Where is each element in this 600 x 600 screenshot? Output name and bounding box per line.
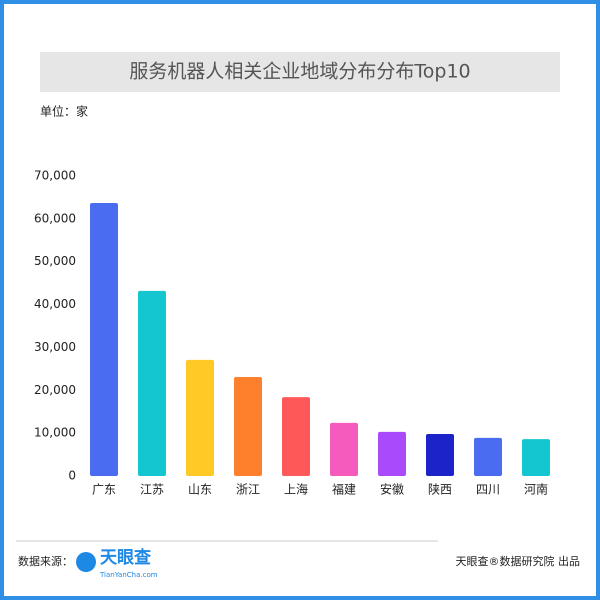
bar xyxy=(282,397,310,476)
logo-text: 天眼查 xyxy=(100,547,152,568)
y-tick-label: 30,000 xyxy=(34,340,76,354)
x-tick-label: 山东 xyxy=(188,483,212,497)
title-band xyxy=(40,52,560,92)
bar xyxy=(522,439,550,476)
source-label: 数据来源： xyxy=(18,554,73,568)
bar xyxy=(330,422,358,476)
x-tick-label: 福建 xyxy=(332,482,356,497)
x-tick-label: 广东 xyxy=(92,483,116,497)
bar xyxy=(186,359,214,476)
unit-label: 单位：家 xyxy=(40,104,88,119)
bar xyxy=(426,434,454,476)
bar xyxy=(138,290,166,476)
chart: 服务机器人相关企业地域分布分布Top10 单位：家 数据来源： 天眼查 Tian… xyxy=(16,52,581,579)
bar xyxy=(90,203,118,476)
logo-icon xyxy=(76,552,96,572)
bar xyxy=(378,431,406,476)
y-tick-label: 40,000 xyxy=(34,297,76,311)
credit: 天眼查®数据研究院 出品 xyxy=(456,554,581,568)
y-tick-label: 0 xyxy=(68,469,76,483)
x-tick-label: 浙江 xyxy=(236,483,260,497)
bar xyxy=(234,377,262,476)
x-tick-label: 四川 xyxy=(476,483,500,497)
y-tick-label: 20,000 xyxy=(34,383,76,397)
y-tick-label: 70,000 xyxy=(34,169,76,183)
y-tick-label: 60,000 xyxy=(34,211,76,225)
chart-title: 服务机器人相关企业地域分布分布Top10 xyxy=(129,61,470,83)
y-tick-label: 10,000 xyxy=(34,426,76,440)
bar xyxy=(474,437,502,476)
y-tick-label: 50,000 xyxy=(34,254,76,268)
x-tick-label: 陕西 xyxy=(428,482,452,497)
x-tick-label: 江苏 xyxy=(140,483,164,497)
x-tick-label: 河南 xyxy=(524,482,548,497)
x-tick-label: 上海 xyxy=(284,482,308,497)
x-tick-label: 安徽 xyxy=(380,482,404,497)
logo-subtext: TianYanCha.com xyxy=(99,571,158,579)
